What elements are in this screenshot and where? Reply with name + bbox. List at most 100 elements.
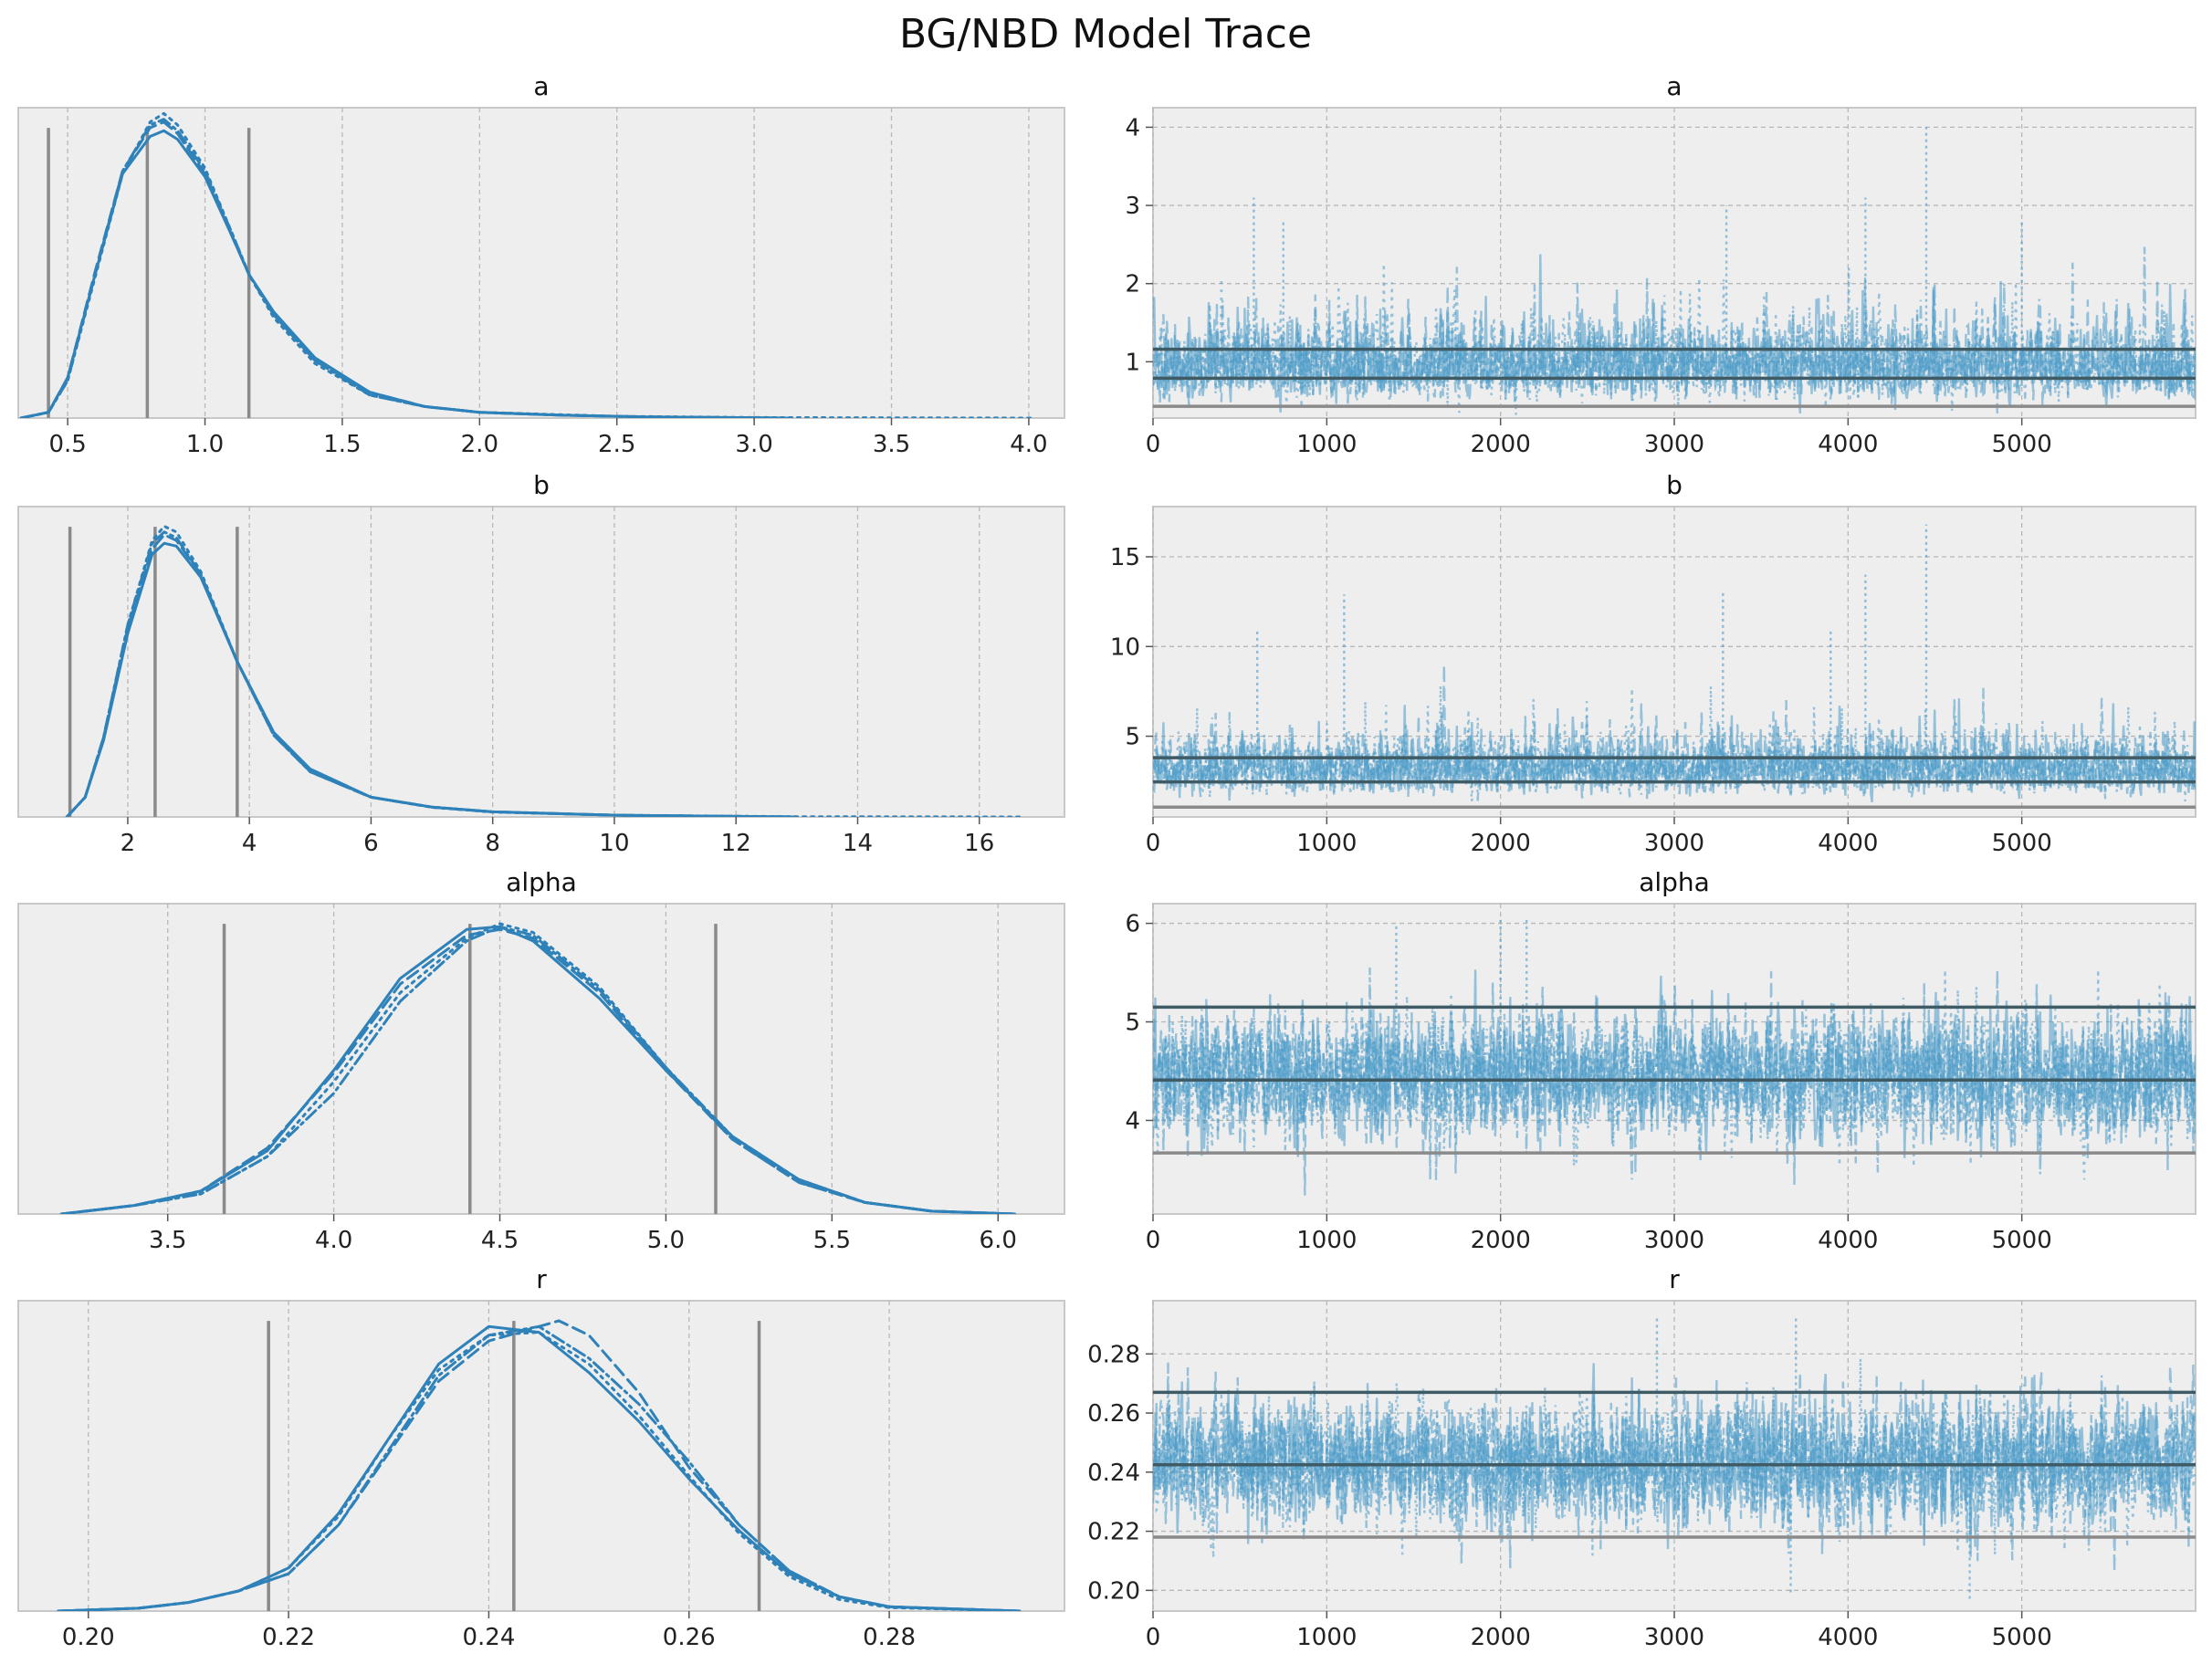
x-tick-label: 0 xyxy=(1146,830,1161,857)
x-tick-label: 1000 xyxy=(1296,1227,1357,1254)
x-tick-label: 5.0 xyxy=(647,1227,685,1254)
x-tick-label: 1.0 xyxy=(186,431,224,458)
x-tick-label: 0.22 xyxy=(262,1624,315,1651)
y-tick-label: 0.24 xyxy=(1087,1460,1140,1487)
panel-title: a xyxy=(533,71,549,101)
panel-title: a xyxy=(1666,71,1682,101)
panel-title: r xyxy=(536,1264,547,1294)
x-tick-label: 2.0 xyxy=(461,431,498,458)
x-tick-label: 4 xyxy=(242,830,257,857)
axes-background xyxy=(17,107,1065,419)
trace-line-chain-1 xyxy=(1153,665,2196,802)
x-tick-label: 0.24 xyxy=(462,1624,515,1651)
trace-line-chain-1 xyxy=(1153,1364,2196,1573)
y-tick-label: 15 xyxy=(1110,544,1140,571)
x-tick-label: 2000 xyxy=(1471,830,1531,857)
y-tick-label: 5 xyxy=(1125,724,1140,751)
y-tick-label: 0.28 xyxy=(1087,1341,1140,1368)
figure-title: BG/NBD Model Trace xyxy=(899,11,1312,58)
x-tick-label: 2000 xyxy=(1471,1227,1531,1254)
density-line-chain-3 xyxy=(59,922,1016,1214)
axes-background xyxy=(17,1300,1065,1612)
plot-area xyxy=(1153,918,2196,1196)
x-tick-label: 5000 xyxy=(1992,1624,2052,1651)
x-tick-label: 5000 xyxy=(1992,830,2052,857)
x-tick-label: 2.5 xyxy=(598,431,635,458)
plot-area xyxy=(57,1319,1022,1611)
x-tick-label: 0.20 xyxy=(62,1624,115,1651)
trace-panel-b: b 0 1000 2000 3000 4000 5000 5 10 15 xyxy=(1110,470,2196,857)
x-tick-label: 3000 xyxy=(1644,830,1704,857)
x-tick-label: 2000 xyxy=(1471,431,1531,458)
axes-background xyxy=(17,506,1065,818)
y-tick-label: 5 xyxy=(1125,1010,1140,1037)
x-tick-label: 8 xyxy=(485,830,500,857)
axes-background xyxy=(17,903,1065,1215)
density-line-chain-3 xyxy=(65,525,1023,817)
x-tick-label: 4.0 xyxy=(315,1227,352,1254)
plot-area xyxy=(65,525,1023,817)
y-tick-label: 4 xyxy=(1125,114,1140,141)
x-tick-label: 0 xyxy=(1146,431,1161,458)
x-tick-label: 1.5 xyxy=(323,431,361,458)
x-tick-label: 3000 xyxy=(1644,1624,1704,1651)
y-tick-label: 0.22 xyxy=(1087,1519,1140,1546)
y-tick-label: 3 xyxy=(1125,193,1140,220)
plot-area xyxy=(19,111,1036,418)
density-line-chain-3 xyxy=(57,1331,1022,1611)
y-tick-label: 1 xyxy=(1125,349,1140,376)
plot-area xyxy=(1153,524,2196,809)
x-tick-label: 2000 xyxy=(1471,1624,1531,1651)
panel-title: r xyxy=(1669,1264,1680,1294)
x-tick-label: 5000 xyxy=(1992,1227,2052,1254)
panel-title: alpha xyxy=(1639,867,1710,897)
x-tick-label: 12 xyxy=(721,830,751,857)
x-tick-label: 4000 xyxy=(1818,1227,1878,1254)
plot-area xyxy=(1153,1315,2196,1600)
trace-panel-a: a 0 1000 2000 3000 4000 5000 1 2 3 4 xyxy=(1125,71,2196,458)
x-tick-label: 5.5 xyxy=(813,1227,851,1254)
y-tick-label: 2 xyxy=(1125,271,1140,298)
x-tick-label: 0.5 xyxy=(48,431,86,458)
panels: a0.5 1.0 1.5 2.0 2.5 3.0 3.5 4.0a0 1000 2000 3000 4… xyxy=(17,71,2196,1651)
x-tick-label: 14 xyxy=(843,830,873,857)
x-tick-label: 0 xyxy=(1146,1624,1161,1651)
trace-panel-r: r 0 1000 2000 3000 4000 5000 0.20 0.22 0.24 0.26 0.… xyxy=(1087,1264,2196,1651)
panel-title: b xyxy=(533,470,550,500)
x-tick-label: 3.0 xyxy=(735,431,772,458)
y-tick-label: 10 xyxy=(1110,633,1140,661)
y-tick-label: 0.20 xyxy=(1087,1577,1140,1605)
trace-panel-alpha: alpha 0 1000 2000 3000 4000 5000 4 5 6 xyxy=(1125,867,2196,1254)
x-tick-label: 4.5 xyxy=(481,1227,519,1254)
x-tick-label: 0.26 xyxy=(663,1624,716,1651)
x-tick-label: 4000 xyxy=(1818,1624,1878,1651)
x-tick-label: 3.5 xyxy=(149,1227,186,1254)
x-tick-label: 4000 xyxy=(1818,830,1878,857)
density-panel-b: b 2 4 6 8 10 12 14 16 xyxy=(17,470,1065,857)
x-tick-label: 3000 xyxy=(1644,1227,1704,1254)
x-tick-label: 10 xyxy=(599,830,629,857)
trace-line-chain-3 xyxy=(1153,1358,2196,1559)
x-tick-label: 0 xyxy=(1146,1227,1161,1254)
x-tick-label: 2 xyxy=(121,830,136,857)
panel-title: b xyxy=(1666,470,1683,500)
x-tick-label: 3.5 xyxy=(873,431,910,458)
density-line-chain-3 xyxy=(19,111,1036,418)
trace-line-chain-3 xyxy=(1153,969,2196,1180)
x-tick-label: 6 xyxy=(363,830,379,857)
panel-title: alpha xyxy=(506,867,577,897)
density-panel-r: r 0.20 0.22 0.24 0.26 0.28 xyxy=(17,1264,1065,1651)
y-tick-label: 6 xyxy=(1125,911,1140,938)
x-tick-label: 3000 xyxy=(1644,431,1704,458)
plot-area xyxy=(59,922,1016,1214)
x-tick-label: 5000 xyxy=(1992,431,2052,458)
plot-area xyxy=(1153,127,2196,415)
x-tick-label: 16 xyxy=(964,830,994,857)
density-line-chain-2 xyxy=(59,925,1016,1214)
x-tick-label: 4.0 xyxy=(1010,431,1047,458)
x-tick-label: 1000 xyxy=(1296,830,1357,857)
density-panel-a: a 0.5 1.0 1.5 2.0 2.5 3.0 3.5 4.0 xyxy=(17,71,1065,458)
x-tick-label: 4000 xyxy=(1818,431,1878,458)
x-tick-label: 1000 xyxy=(1296,1624,1357,1651)
